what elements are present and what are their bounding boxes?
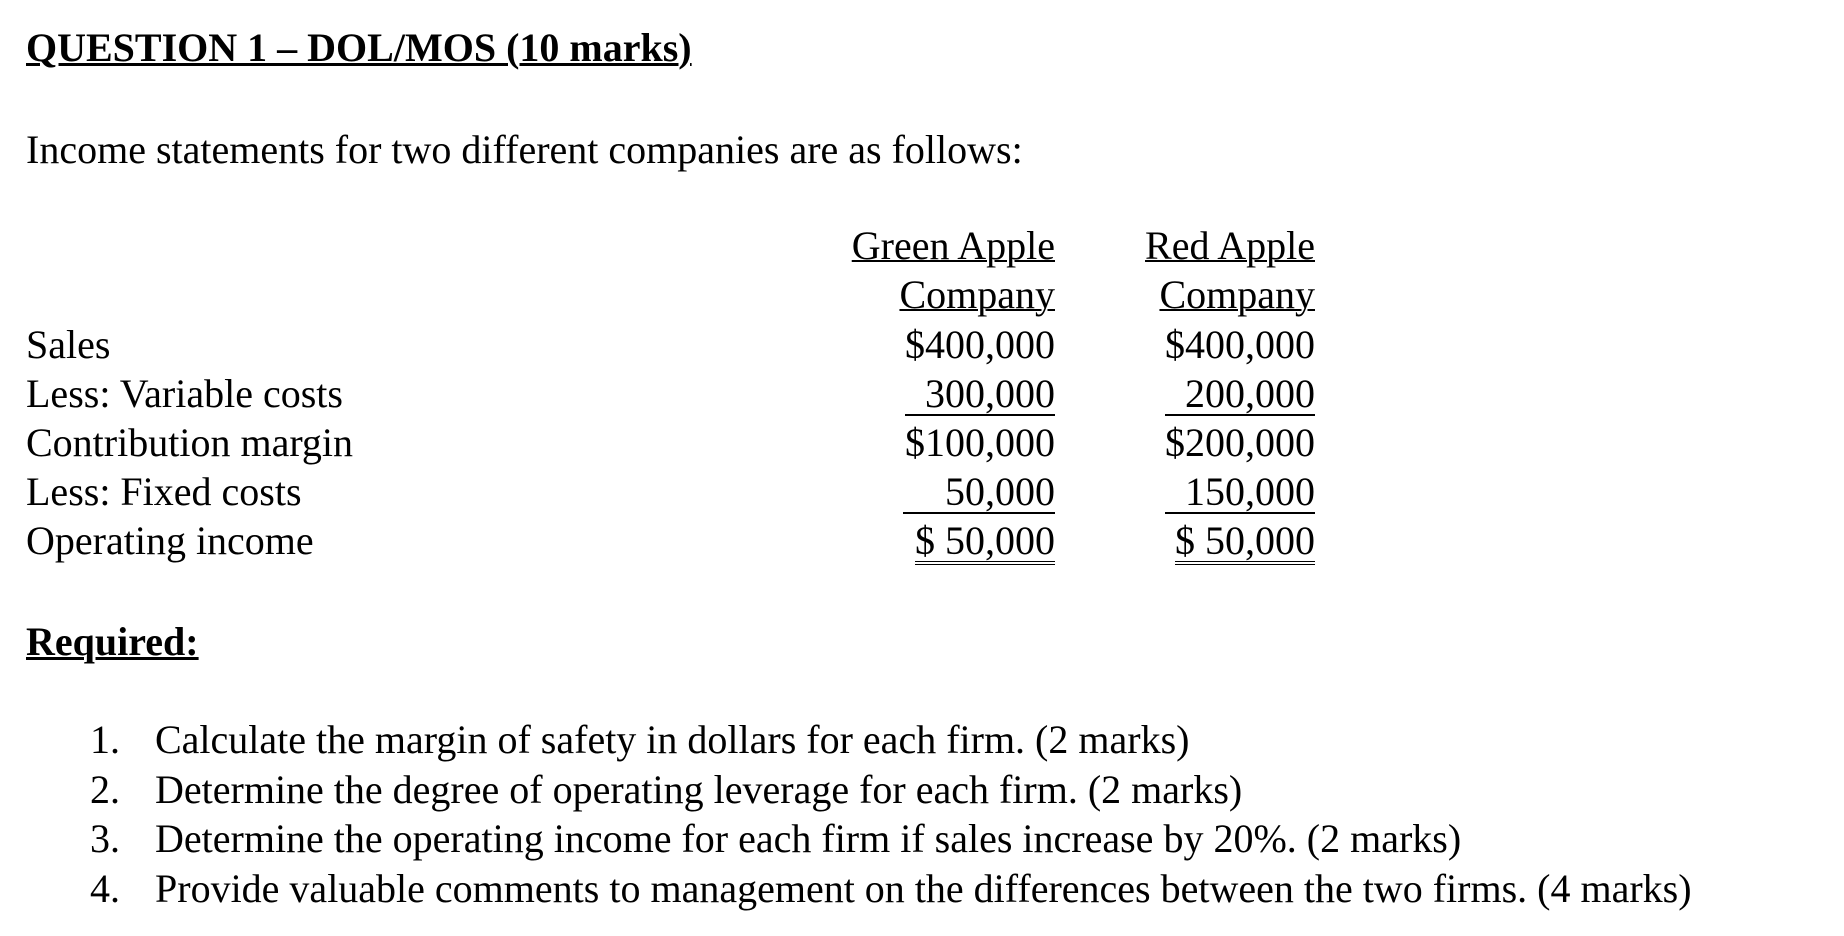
required-heading: Required: — [26, 619, 199, 664]
green-sales: $400,000 — [905, 322, 1055, 367]
col-header-green-line2: Company — [899, 272, 1055, 317]
question-number: 4. — [90, 866, 120, 911]
red-variable-costs: 200,000 — [1165, 374, 1315, 416]
red-contribution-margin: $200,000 — [1165, 420, 1315, 465]
green-variable-costs: 300,000 — [905, 374, 1055, 416]
red-sales: $400,000 — [1165, 322, 1315, 367]
question-text: Provide valuable comments to management … — [155, 866, 1692, 911]
row-label-contribution-margin: Contribution margin — [26, 420, 354, 465]
red-operating-income: $ 50,000 — [1175, 518, 1315, 565]
red-fixed-costs: 150,000 — [1165, 472, 1315, 514]
green-contribution-margin: $100,000 — [905, 420, 1055, 465]
row-label-sales: Sales — [26, 322, 111, 367]
green-fixed-costs: 50,000 — [903, 472, 1055, 514]
question-title: QUESTION 1 – DOL/MOS (10 marks) — [26, 25, 692, 70]
row-label-fixed-costs: Less: Fixed costs — [26, 469, 302, 514]
question-number: 1. — [90, 717, 120, 762]
question-text: Calculate the margin of safety in dollar… — [155, 717, 1190, 762]
col-header-red-line2: Company — [1159, 272, 1315, 317]
green-operating-income: $ 50,000 — [915, 518, 1055, 565]
question-number: 2. — [90, 767, 120, 812]
col-header-red-line1: Red Apple — [1145, 223, 1315, 268]
row-label-variable-costs: Less: Variable costs — [26, 371, 343, 416]
row-label-operating-income: Operating income — [26, 518, 314, 563]
question-text: Determine the operating income for each … — [155, 816, 1462, 861]
intro-text: Income statements for two different comp… — [26, 127, 1023, 172]
question-number: 3. — [90, 816, 120, 861]
col-header-green-line1: Green Apple — [851, 223, 1055, 268]
question-text: Determine the degree of operating levera… — [155, 767, 1243, 812]
